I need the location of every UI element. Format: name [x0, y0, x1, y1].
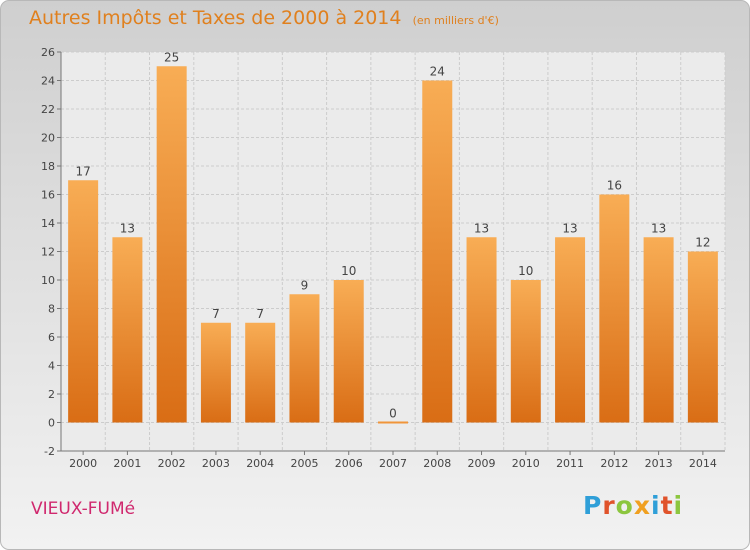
- data-label: 13: [120, 221, 135, 235]
- data-label: 13: [651, 221, 666, 235]
- y-tick-label: 24: [41, 75, 55, 88]
- x-tick-label: 2007: [379, 457, 407, 470]
- logo-letter: o: [615, 491, 634, 520]
- data-label: 10: [341, 264, 356, 278]
- bar: [643, 237, 674, 423]
- bar: [510, 280, 541, 423]
- data-label: 0: [389, 407, 397, 421]
- bars: [68, 66, 718, 424]
- y-tick-label: 0: [48, 417, 55, 430]
- y-tick-label: 4: [48, 360, 55, 373]
- x-axis-ticks: 2000 2001 2002 2003 2004 2005 2006 2007 2008 2009…: [69, 451, 717, 470]
- data-label: 7: [212, 307, 220, 321]
- bar: [378, 421, 408, 424]
- data-label: 13: [562, 221, 577, 235]
- x-tick-label: 2003: [202, 457, 230, 470]
- x-tick-label: 2014: [689, 457, 717, 470]
- data-label: 9: [301, 278, 309, 292]
- data-labels: 17 13 25 7 7 9 10 0 24 13 10 13 16 13 12: [75, 50, 710, 420]
- data-label: 16: [607, 179, 622, 193]
- y-tick-label: 18: [41, 160, 55, 173]
- bar: [333, 280, 364, 423]
- x-tick-label: 2005: [290, 457, 318, 470]
- x-tick-label: 2012: [600, 457, 628, 470]
- data-label: 7: [256, 307, 264, 321]
- y-tick-label: 20: [41, 132, 55, 145]
- y-tick-label: 22: [41, 103, 55, 116]
- proxiti-logo: Proxiti: [583, 491, 683, 520]
- y-tick-label: 10: [41, 274, 55, 287]
- y-tick-label: 8: [48, 303, 55, 316]
- x-tick-label: 2010: [512, 457, 540, 470]
- y-tick-label: 12: [41, 246, 55, 259]
- chart-title-row: Autres Impôts et Taxes de 2000 à 2014 (e…: [29, 7, 499, 29]
- logo-letter: i: [673, 491, 684, 520]
- logo-letter: i: [651, 491, 661, 520]
- bar: [68, 180, 99, 423]
- bar: [422, 80, 453, 423]
- x-tick-label: 2002: [158, 457, 186, 470]
- y-tick-label: 16: [41, 189, 55, 202]
- x-tick-label: 2006: [335, 457, 363, 470]
- bar: [687, 251, 718, 423]
- logo-letter: P: [583, 491, 603, 520]
- x-tick-label: 2011: [556, 457, 584, 470]
- y-tick-label: 26: [41, 46, 55, 59]
- bar: [555, 237, 586, 423]
- commune-name: VIEUX-FUMé: [31, 499, 136, 519]
- data-label: 10: [518, 264, 533, 278]
- y-tick-label: 2: [48, 388, 55, 401]
- data-label: 25: [164, 50, 179, 64]
- bar: [245, 322, 276, 423]
- bar: [156, 66, 187, 423]
- logo-letter: r: [602, 491, 616, 520]
- bar: [112, 237, 143, 423]
- logo-letter: t: [660, 491, 674, 520]
- bar: [289, 294, 320, 423]
- data-label: 24: [430, 65, 445, 79]
- bar: [599, 194, 630, 423]
- x-tick-label: 2000: [69, 457, 97, 470]
- x-tick-label: 2004: [246, 457, 274, 470]
- x-tick-label: 2008: [423, 457, 451, 470]
- y-tick-label: 6: [48, 331, 55, 344]
- logo-letter: x: [633, 491, 651, 520]
- y-tick-label: 14: [41, 217, 55, 230]
- chart-title: Autres Impôts et Taxes de 2000 à 2014: [29, 7, 402, 29]
- x-tick-label: 2013: [645, 457, 673, 470]
- x-tick-label: 2009: [468, 457, 496, 470]
- bar: [200, 322, 231, 423]
- data-label: 12: [695, 236, 710, 250]
- y-tick-label: -2: [44, 445, 55, 458]
- bar: [466, 237, 497, 423]
- data-label: 17: [75, 164, 90, 178]
- chart-unit-label: (en milliers d'€): [412, 14, 499, 27]
- x-tick-label: 2001: [113, 457, 141, 470]
- data-label: 13: [474, 221, 489, 235]
